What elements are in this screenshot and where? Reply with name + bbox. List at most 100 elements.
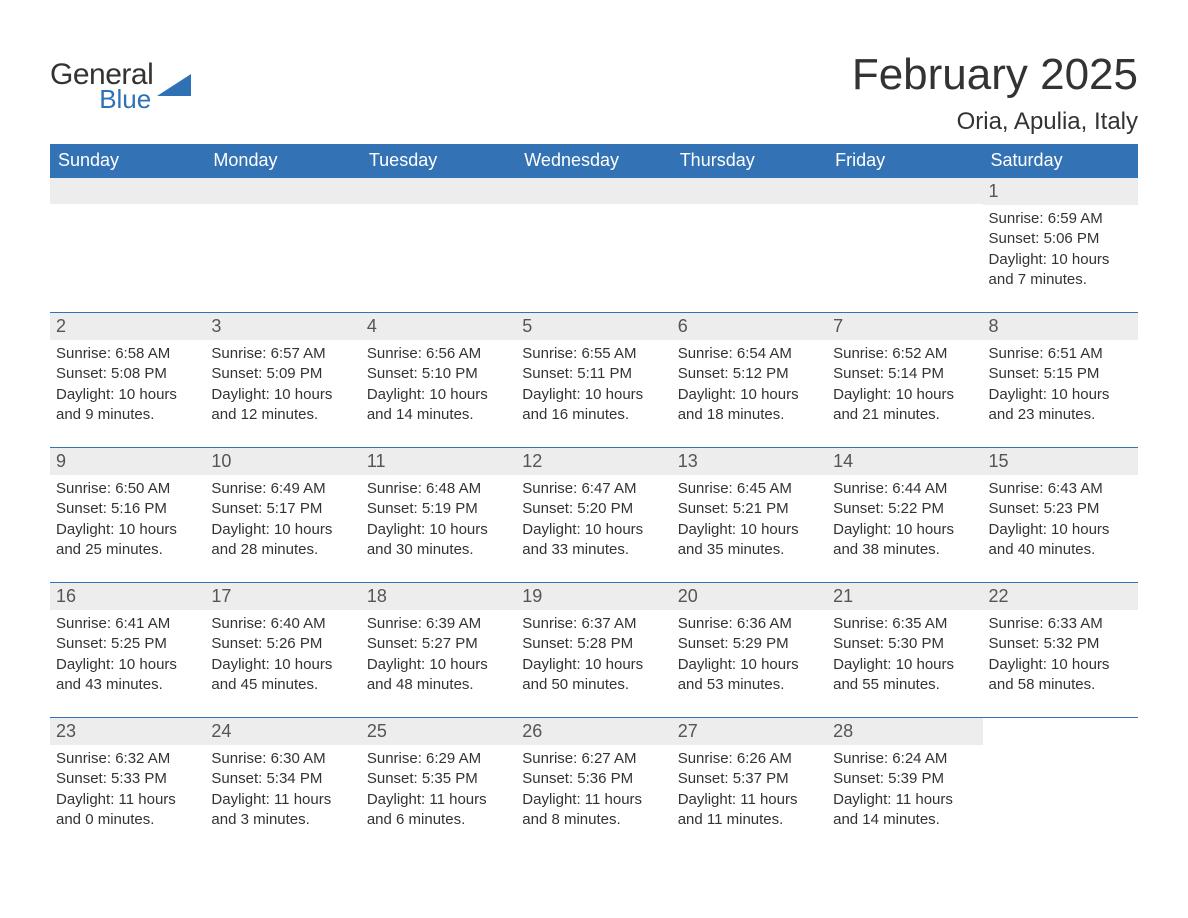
day-number: 3 xyxy=(211,316,221,336)
day-details: Sunrise: 6:55 AMSunset: 5:11 PMDaylight:… xyxy=(516,340,671,429)
day-detail-line: Sunset: 5:22 PM xyxy=(833,499,976,519)
day-number: 23 xyxy=(56,721,76,741)
day-detail-line: Sunrise: 6:37 AM xyxy=(522,614,665,634)
day-number: 12 xyxy=(522,451,542,471)
day-number-bar: 8 xyxy=(983,313,1138,340)
day-detail-line: Sunset: 5:09 PM xyxy=(211,364,354,384)
calendar-cell: 2Sunrise: 6:58 AMSunset: 5:08 PMDaylight… xyxy=(50,313,205,429)
day-detail-line: Sunset: 5:39 PM xyxy=(833,769,976,789)
calendar-cell: 21Sunrise: 6:35 AMSunset: 5:30 PMDayligh… xyxy=(827,583,982,699)
day-number: 26 xyxy=(522,721,542,741)
calendar-cell-empty xyxy=(516,178,671,294)
calendar-cell: 20Sunrise: 6:36 AMSunset: 5:29 PMDayligh… xyxy=(672,583,827,699)
day-detail-line: Sunset: 5:16 PM xyxy=(56,499,199,519)
day-details: Sunrise: 6:51 AMSunset: 5:15 PMDaylight:… xyxy=(983,340,1138,429)
day-number-bar: 9 xyxy=(50,448,205,475)
day-detail-line: Daylight: 10 hours and 58 minutes. xyxy=(989,655,1132,696)
title-block: February 2025 Oria, Apulia, Italy xyxy=(852,50,1138,136)
calendar-cell-empty xyxy=(50,178,205,294)
day-number: 11 xyxy=(367,451,386,471)
calendar-cell: 11Sunrise: 6:48 AMSunset: 5:19 PMDayligh… xyxy=(361,448,516,564)
day-details: Sunrise: 6:27 AMSunset: 5:36 PMDaylight:… xyxy=(516,745,671,834)
day-detail-line: Sunset: 5:06 PM xyxy=(989,229,1132,249)
day-number-bar: 12 xyxy=(516,448,671,475)
day-number-bar xyxy=(672,178,827,204)
day-detail-line: Daylight: 10 hours and 18 minutes. xyxy=(678,385,821,426)
day-number-bar xyxy=(50,178,205,204)
day-detail-line: Daylight: 10 hours and 48 minutes. xyxy=(367,655,510,696)
day-detail-line: Daylight: 10 hours and 21 minutes. xyxy=(833,385,976,426)
weekday-header: Monday xyxy=(205,144,360,177)
calendar-grid: SundayMondayTuesdayWednesdayThursdayFrid… xyxy=(50,144,1138,834)
day-number-bar: 15 xyxy=(983,448,1138,475)
day-number-bar: 18 xyxy=(361,583,516,610)
day-detail-line: Sunrise: 6:45 AM xyxy=(678,479,821,499)
day-detail-line: Sunset: 5:28 PM xyxy=(522,634,665,654)
day-detail-line: Daylight: 10 hours and 25 minutes. xyxy=(56,520,199,561)
day-detail-line: Daylight: 10 hours and 45 minutes. xyxy=(211,655,354,696)
day-number: 22 xyxy=(989,586,1009,606)
day-number: 15 xyxy=(989,451,1009,471)
day-details: Sunrise: 6:57 AMSunset: 5:09 PMDaylight:… xyxy=(205,340,360,429)
day-details: Sunrise: 6:49 AMSunset: 5:17 PMDaylight:… xyxy=(205,475,360,564)
day-details: Sunrise: 6:56 AMSunset: 5:10 PMDaylight:… xyxy=(361,340,516,429)
day-details xyxy=(50,204,205,212)
day-detail-line: Daylight: 11 hours and 14 minutes. xyxy=(833,790,976,831)
calendar-cell: 5 Sunrise: 6:55 AMSunset: 5:11 PMDaylight… xyxy=(516,313,671,429)
day-number-bar: 25 xyxy=(361,718,516,745)
day-details: Sunrise: 6:45 AMSunset: 5:21 PMDaylight:… xyxy=(672,475,827,564)
calendar-cell: 24Sunrise: 6:30 AMSunset: 5:34 PMDayligh… xyxy=(205,718,360,834)
day-number-bar: 4 xyxy=(361,313,516,340)
calendar-cell: 14Sunrise: 6:44 AMSunset: 5:22 PMDayligh… xyxy=(827,448,982,564)
calendar-cell: 13Sunrise: 6:45 AMSunset: 5:21 PMDayligh… xyxy=(672,448,827,564)
day-details: Sunrise: 6:24 AMSunset: 5:39 PMDaylight:… xyxy=(827,745,982,834)
day-detail-line: Daylight: 10 hours and 38 minutes. xyxy=(833,520,976,561)
day-number-bar: 10 xyxy=(205,448,360,475)
calendar-cell: 10 Sunrise: 6:49 AMSunset: 5:17 PMDayligh… xyxy=(205,448,360,564)
calendar-cell-empty xyxy=(983,718,1138,834)
day-number-bar xyxy=(827,178,982,204)
day-number: 21 xyxy=(833,586,853,606)
day-details xyxy=(516,204,671,212)
day-detail-line: Sunset: 5:23 PM xyxy=(989,499,1132,519)
day-detail-line: Sunset: 5:37 PM xyxy=(678,769,821,789)
day-detail-line: Sunrise: 6:39 AM xyxy=(367,614,510,634)
day-details: Sunrise: 6:26 AMSunset: 5:37 PMDaylight:… xyxy=(672,745,827,834)
day-details: Sunrise: 6:39 AMSunset: 5:27 PMDaylight:… xyxy=(361,610,516,699)
calendar-cell: 27Sunrise: 6:26 AMSunset: 5:37 PMDayligh… xyxy=(672,718,827,834)
weekday-header: Wednesday xyxy=(516,144,671,177)
day-number: 14 xyxy=(833,451,853,471)
day-detail-line: Sunrise: 6:59 AM xyxy=(989,209,1132,229)
day-number-bar: 20 xyxy=(672,583,827,610)
day-detail-line: Sunset: 5:35 PM xyxy=(367,769,510,789)
day-number: 28 xyxy=(833,721,853,741)
day-number: 20 xyxy=(678,586,698,606)
day-detail-line: Daylight: 11 hours and 3 minutes. xyxy=(211,790,354,831)
calendar-cell-empty xyxy=(361,178,516,294)
day-detail-line: Sunset: 5:32 PM xyxy=(989,634,1132,654)
day-detail-line: Sunrise: 6:24 AM xyxy=(833,749,976,769)
day-detail-line: Sunset: 5:36 PM xyxy=(522,769,665,789)
day-details xyxy=(827,204,982,212)
day-number: 4 xyxy=(367,316,377,336)
day-detail-line: Daylight: 10 hours and 55 minutes. xyxy=(833,655,976,696)
day-detail-line: Sunrise: 6:57 AM xyxy=(211,344,354,364)
day-detail-line: Daylight: 10 hours and 40 minutes. xyxy=(989,520,1132,561)
calendar-cell-empty xyxy=(827,178,982,294)
day-details: Sunrise: 6:32 AMSunset: 5:33 PMDaylight:… xyxy=(50,745,205,834)
day-details: Sunrise: 6:54 AMSunset: 5:12 PMDaylight:… xyxy=(672,340,827,429)
day-details xyxy=(205,204,360,212)
day-detail-line: Sunset: 5:33 PM xyxy=(56,769,199,789)
page-header: General Blue February 2025 Oria, Apulia,… xyxy=(50,50,1138,136)
day-number: 5 xyxy=(522,316,532,336)
weekday-header: Thursday xyxy=(672,144,827,177)
day-details: Sunrise: 6:52 AMSunset: 5:14 PMDaylight:… xyxy=(827,340,982,429)
day-number-bar: 16 xyxy=(50,583,205,610)
day-number: 10 xyxy=(211,451,231,471)
calendar-cell: 7Sunrise: 6:52 AMSunset: 5:14 PMDaylight… xyxy=(827,313,982,429)
day-detail-line: Sunrise: 6:40 AM xyxy=(211,614,354,634)
calendar-week: 1Sunrise: 6:59 AMSunset: 5:06 PMDaylight… xyxy=(50,177,1138,294)
day-number: 9 xyxy=(56,451,66,471)
day-details: Sunrise: 6:37 AMSunset: 5:28 PMDaylight:… xyxy=(516,610,671,699)
calendar-cell: 4 Sunrise: 6:56 AMSunset: 5:10 PMDaylight… xyxy=(361,313,516,429)
